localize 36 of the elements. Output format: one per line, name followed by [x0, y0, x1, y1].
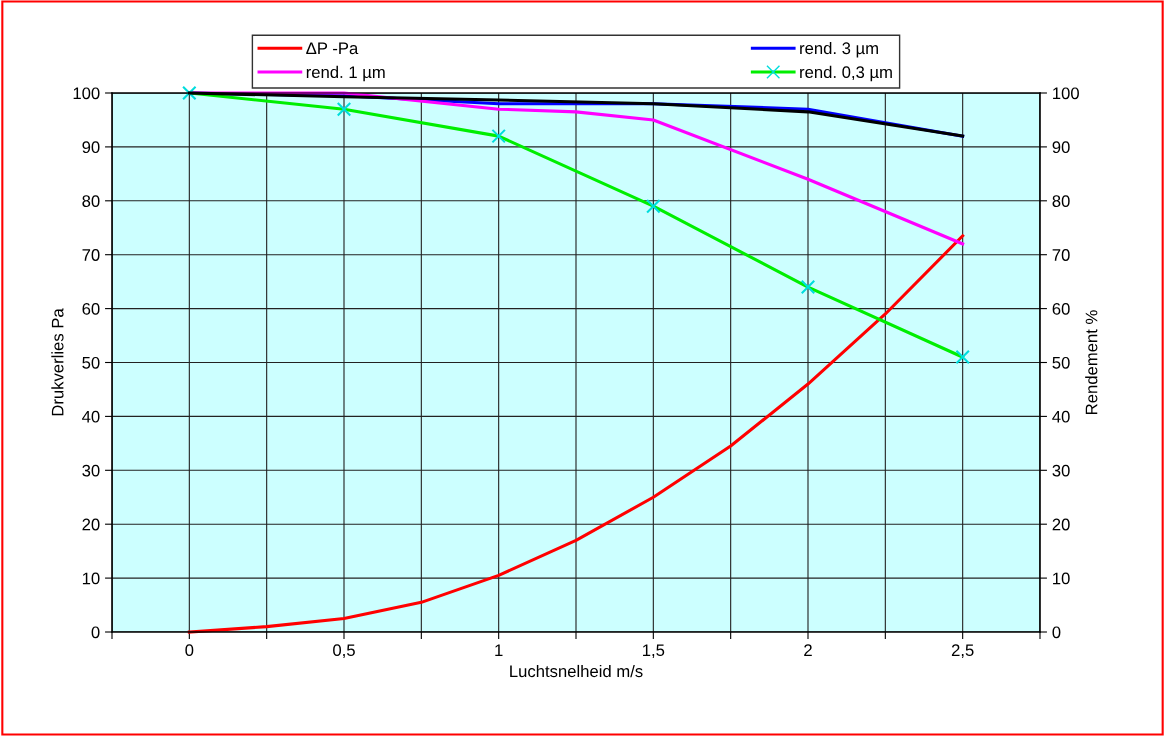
y2-tick-label: 60: [1052, 303, 1070, 315]
y-tick-label: 20: [82, 518, 100, 531]
y-tick-label: 30: [82, 464, 100, 477]
legend-label: ΔP -Pa: [306, 42, 359, 55]
x-tick-label: 2,5: [951, 644, 974, 659]
legend-label: rend. 1 µm: [306, 65, 385, 82]
y-tick-label: 40: [82, 410, 100, 423]
y2-tick-label: 10: [1053, 572, 1070, 585]
x-tick-label: 1: [495, 644, 503, 656]
line-series: [187, 234, 965, 634]
y2-tick-label: 20: [1052, 518, 1070, 531]
y2-tick-label: 90: [1052, 141, 1070, 154]
x-tick-label: 2: [804, 644, 812, 656]
legend-label: rend. 3 µm: [800, 41, 878, 58]
y-tick-label: 0: [91, 626, 100, 639]
y2-axis-title: Rendement %: [1085, 310, 1098, 414]
y-tick-label: 50: [82, 356, 100, 369]
y-tick-label: 70: [82, 249, 100, 261]
y2-tick-label: 0: [1052, 626, 1061, 639]
x-tick-label: 1,5: [643, 644, 665, 659]
x-tick-label: 0: [185, 644, 194, 657]
y2-tick-label: 30: [1052, 464, 1070, 477]
y-tick-label: 80: [82, 195, 100, 207]
y-tick-label: 90: [82, 141, 100, 154]
x-tick-label: 0,5: [333, 644, 355, 659]
y2-tick-label: 80: [1052, 195, 1070, 207]
x-axis-title: Luchtsnelheid m/s: [510, 664, 643, 678]
legend-label: rend. 0,3 µm: [800, 65, 892, 82]
y2-tick-label: 100: [1053, 87, 1079, 100]
y-tick-label: 10: [82, 572, 100, 585]
y-tick-label: 100: [73, 87, 100, 100]
y2-tick-label: 40: [1052, 410, 1070, 423]
y-axis-title: Drukverlies Pa: [51, 308, 64, 416]
y2-tick-label: 50: [1052, 356, 1070, 369]
y2-tick-label: 70: [1052, 249, 1070, 261]
y-tick-label: 60: [82, 303, 100, 315]
